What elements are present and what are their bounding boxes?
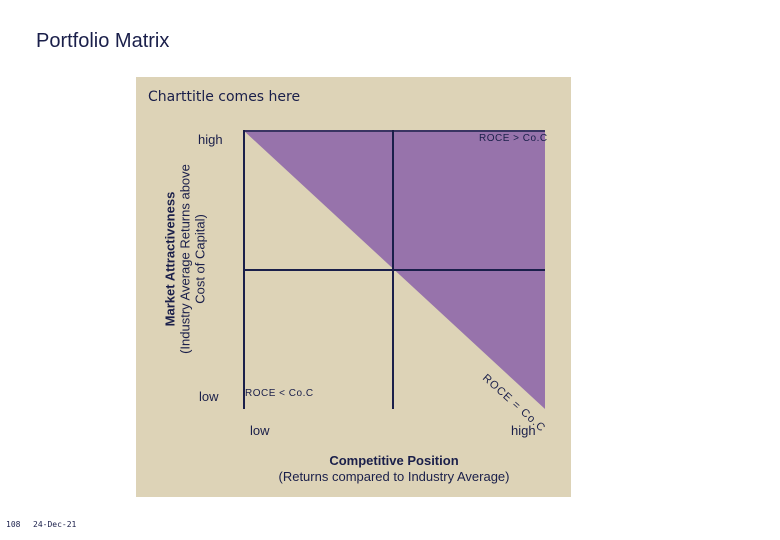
y-tick-low: low <box>199 389 219 404</box>
y-tick-high: high <box>198 132 223 147</box>
region-label-upper: ROCE > Co.C <box>479 133 548 144</box>
region-label-lower: ROCE < Co.C <box>245 388 314 399</box>
y-axis-label: Market Attractiveness (Industry Average … <box>163 129 208 389</box>
x-tick-low: low <box>250 423 270 438</box>
page-title: Portfolio Matrix <box>36 30 170 52</box>
x-axis-title: Competitive Position <box>329 453 459 468</box>
portfolio-matrix-plot <box>243 130 545 409</box>
x-tick-high: high <box>511 423 536 438</box>
y-axis-subtitle-line2: Cost of Capital) <box>192 214 208 304</box>
footer-date: 24-Dec-21 <box>33 520 77 529</box>
y-axis-title: Market Attractiveness <box>162 191 178 327</box>
page-number: 108 <box>6 520 21 529</box>
x-axis-label: Competitive Position (Returns compared t… <box>279 453 510 485</box>
chart-title: Charttitle comes here <box>148 89 301 105</box>
x-axis-subtitle: (Returns compared to Industry Average) <box>278 469 510 484</box>
y-axis-subtitle-line1: (Industry Average Returns above <box>177 164 193 354</box>
